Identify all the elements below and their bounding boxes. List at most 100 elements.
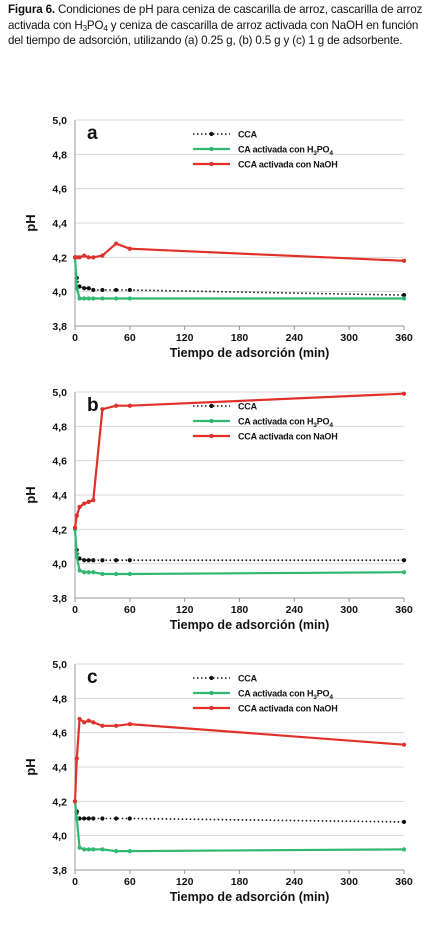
legend-label-h3po4: CA activada con H3PO4 [238,145,333,158]
data-point-h3po4 [127,849,132,854]
data-point-naoh [127,721,132,727]
series-line-naoh [73,392,405,528]
x-tick-label: 180 [231,604,249,616]
data-point-cca [100,558,105,563]
y-tick-label: 4,0 [52,559,67,571]
y-tick-label: 3,8 [52,593,67,605]
y-tick-label: 4,6 [52,184,67,196]
legend-label-h3po4: CA activada con H3PO4 [238,689,333,702]
x-tick-label: 0 [72,604,78,616]
y-tick-label: 4,2 [52,524,67,536]
x-tick-label: 180 [231,332,249,344]
data-point-cca [127,816,132,821]
data-point-cca [86,286,91,291]
data-point-h3po4 [127,296,132,301]
data-point-naoh [74,513,79,518]
legend-marker-h3po4 [209,690,214,696]
x-axis-title: Tiempo de adsorción (min) [170,346,330,360]
series-line-h3po4 [73,529,405,576]
data-point-naoh [114,723,119,728]
chart-panel-c: 3,8 4,0 4,2 4,4 4,6 4,8 5,0 0 60 120 180 240 300 360 T… [0,652,438,922]
data-point-h3po4 [86,296,91,301]
legend-label-naoh: CCA activada con NaOH [238,160,338,170]
series-line-naoh [75,242,405,262]
data-point-h3po4 [77,568,82,573]
y-tick-label: 4,2 [52,252,67,264]
data-point-h3po4 [91,847,96,852]
data-point-cca [401,558,407,563]
x-tick-label: 60 [124,332,136,344]
x-tick-label: 240 [286,876,304,888]
data-point-h3po4 [77,845,82,850]
data-point-h3po4 [82,570,87,575]
x-tick-label: 360 [395,604,413,616]
data-point-naoh [91,720,96,725]
data-point-naoh [401,742,407,747]
figure-caption: Figura 6. Condiciones de pH para ceniza … [8,2,430,49]
data-point-h3po4 [401,847,407,852]
legend-marker-cca [209,131,214,137]
legend-marker-h3po4 [209,146,214,152]
legend-marker-cca [209,675,214,681]
data-point-h3po4 [100,571,105,577]
data-point-naoh [100,407,105,412]
series-line-cca [74,801,405,823]
legend-label-h3po4: CA activada con H3PO4 [238,417,333,430]
data-point-naoh [114,403,119,408]
y-axis-title: pH [23,214,38,231]
x-axis-title: Tiempo de adsorción (min) [170,618,330,632]
panel-letter: c [87,667,98,688]
data-point-cca [82,558,87,563]
x-tick-label: 0 [72,876,78,888]
legend-label-cca: CCA [238,674,258,684]
y-tick-label: 4,0 [52,287,67,299]
data-point-cca [82,816,87,821]
legend-marker-naoh [209,705,214,711]
y-tick-label: 4,8 [52,421,67,433]
data-point-naoh [77,504,82,510]
caption-text-end: y ceniza de cascarilla de arroz activada… [8,18,419,48]
y-tick-label: 5,0 [52,387,67,399]
y-tick-label: 3,8 [52,321,67,333]
data-point-cca [127,558,132,563]
caption-label: Figura 6. [8,3,55,16]
x-tick-label: 120 [176,604,194,616]
data-point-cca [86,816,91,821]
data-point-naoh [401,258,407,263]
series-line-h3po4 [73,801,405,853]
legend-label-naoh: CCA activada con NaOH [238,432,338,442]
x-tick-label: 360 [395,332,413,344]
chart-a: 3,8 4,0 4,2 4,4 4,6 4,8 5,0 0 60 120 180 240 300 360 T… [23,115,413,360]
data-point-cca [91,287,96,293]
data-point-cca [114,816,119,821]
caption-sub-3: 3 [82,23,87,33]
series-line-cca [74,529,404,561]
data-point-cca [114,558,119,563]
data-point-h3po4 [77,296,82,301]
data-point-h3po4 [401,570,407,575]
data-point-cca [401,293,407,298]
series-line-cca [74,257,405,296]
y-tick-label: 3,8 [52,865,67,877]
caption-text: Condiciones de pH para ceniza de cascari… [8,3,423,32]
data-point-cca [82,286,87,291]
y-tick-label: 4,2 [52,796,67,808]
legend-label-cca: CCA [238,130,258,140]
legend-marker-cca [209,403,214,409]
x-tick-label: 300 [340,332,358,344]
y-tick-label: 5,0 [52,659,67,671]
y-tick-label: 4,4 [52,490,67,502]
data-point-naoh [401,391,407,396]
data-point-naoh [127,403,132,408]
data-point-h3po4 [82,296,87,301]
data-point-naoh [72,525,78,530]
data-point-h3po4 [114,571,119,577]
data-point-naoh [127,246,132,251]
data-point-cca [127,287,132,293]
data-point-h3po4 [86,570,91,575]
data-point-h3po4 [74,286,79,291]
data-point-cca [100,816,105,821]
panel-letter: b [87,395,99,416]
y-axis-title: pH [23,486,38,503]
data-point-h3po4 [74,816,79,821]
